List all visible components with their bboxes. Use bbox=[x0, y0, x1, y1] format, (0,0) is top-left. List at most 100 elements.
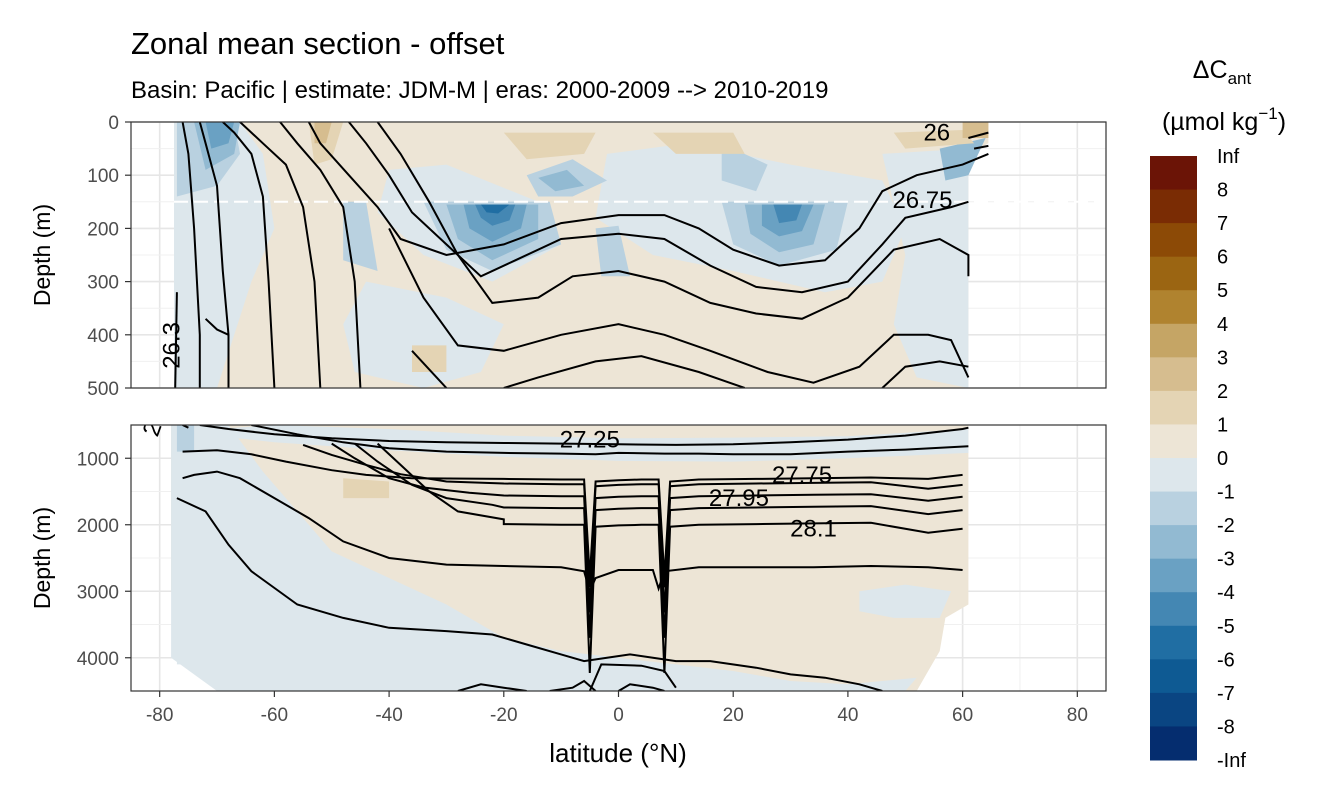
anomaly-region bbox=[721, 143, 768, 192]
density-contour bbox=[176, 497, 883, 691]
x-tick-label: 60 bbox=[952, 705, 973, 726]
anomaly-region bbox=[171, 425, 917, 691]
density-contour bbox=[973, 144, 989, 150]
x-tick-label: -60 bbox=[261, 705, 288, 726]
density-contour bbox=[331, 442, 963, 613]
x-tick-label: 0 bbox=[613, 705, 624, 726]
legend-color-key bbox=[1150, 726, 1197, 761]
legend-break-label: 1 bbox=[1217, 414, 1228, 436]
density-contour bbox=[617, 683, 665, 691]
legend-break-label: 5 bbox=[1217, 280, 1228, 302]
density-contour bbox=[198, 122, 230, 388]
legend-title-line1: ΔCant bbox=[1193, 56, 1252, 88]
legend-color-key bbox=[1150, 692, 1197, 727]
y-tick-label: 2000 bbox=[77, 516, 119, 537]
legend-color-key bbox=[1150, 592, 1197, 627]
legend-break-label: 3 bbox=[1217, 347, 1228, 369]
legend-color-key bbox=[1150, 390, 1197, 425]
anomaly-region bbox=[893, 130, 975, 149]
y-tick-label: 4000 bbox=[77, 649, 119, 670]
legend-color-key bbox=[1150, 558, 1197, 593]
y-tick-label: 100 bbox=[87, 166, 119, 187]
legend-break-label: -4 bbox=[1217, 582, 1235, 604]
density-contour bbox=[307, 122, 989, 267]
density-contour bbox=[181, 122, 201, 388]
legend-unit-close: ) bbox=[1278, 108, 1286, 136]
y-tick-label: 500 bbox=[87, 379, 119, 400]
panel-upper-density-contours: 26 26.75 26.3 bbox=[159, 122, 989, 388]
legend-color-key bbox=[1150, 189, 1197, 224]
y-tick-label: 400 bbox=[87, 326, 119, 347]
anomaly-region bbox=[480, 204, 510, 214]
panel-upper-border bbox=[130, 121, 1107, 389]
density-contour bbox=[182, 470, 963, 595]
chart-title: Zonal mean section - offset bbox=[131, 26, 505, 61]
panel-lower-anomaly-fill bbox=[171, 425, 969, 691]
legend-break-label: 0 bbox=[1217, 448, 1228, 470]
y-axis-lower: 1000 2000 3000 4000 bbox=[77, 449, 131, 670]
x-tick-label: 20 bbox=[723, 705, 744, 726]
x-tick-label: -80 bbox=[146, 705, 173, 726]
panel-upper: 26 26.75 26.3 bbox=[130, 121, 1107, 389]
density-contour bbox=[549, 679, 597, 691]
y-tick-label: 300 bbox=[87, 273, 119, 294]
anomaly-region bbox=[176, 425, 195, 452]
chart-subtitle: Basin: Pacific | estimate: JDM-M | eras:… bbox=[131, 77, 828, 104]
legend-colorbar bbox=[1150, 156, 1197, 761]
density-contour bbox=[302, 443, 963, 588]
contour-label: 27.25 bbox=[560, 427, 620, 454]
legend-color-key bbox=[1150, 156, 1197, 191]
x-tick-label: -20 bbox=[490, 705, 517, 726]
legend-break-label: -1 bbox=[1217, 482, 1235, 504]
anomaly-region bbox=[503, 132, 596, 160]
contour-label: 28.1 bbox=[790, 516, 837, 543]
anomaly-region bbox=[652, 132, 745, 154]
density-contour bbox=[376, 122, 970, 320]
legend-color-key bbox=[1150, 659, 1197, 694]
y-tick-label: 200 bbox=[87, 219, 119, 240]
density-contour bbox=[457, 683, 527, 691]
legend-color-key bbox=[1150, 323, 1197, 358]
x-tick-label: -40 bbox=[375, 705, 402, 726]
legend-color-key bbox=[1150, 290, 1197, 325]
y-tick-label: 3000 bbox=[77, 582, 119, 603]
panel-upper-anomaly-fill bbox=[174, 122, 1106, 388]
legend-color-key bbox=[1150, 525, 1197, 560]
legend-title-main: ΔC bbox=[1193, 56, 1228, 84]
contour-label: 27.75 bbox=[772, 462, 832, 489]
anomaly-region bbox=[205, 122, 235, 149]
x-axis-title: latitude (°N) bbox=[549, 738, 687, 768]
anomaly-region bbox=[595, 225, 630, 277]
density-contour bbox=[411, 350, 448, 388]
legend-break-label: -8 bbox=[1217, 716, 1235, 738]
anomaly-region bbox=[538, 169, 585, 192]
density-contour bbox=[182, 449, 963, 578]
legend-break-label: -2 bbox=[1217, 515, 1235, 537]
anomaly-region bbox=[343, 478, 390, 499]
contour-label: 27.95 bbox=[709, 485, 769, 512]
legend-color-key bbox=[1150, 256, 1197, 291]
contour-label: 26.75 bbox=[892, 187, 952, 214]
anomaly-region bbox=[343, 281, 504, 388]
density-contour bbox=[279, 122, 362, 388]
legend: ΔCant (µmol kg−1) Inf 8 7 6 5 4 3 2 1 0 -1 -2 -3 -4 -5… bbox=[1150, 56, 1286, 772]
density-contour bbox=[588, 663, 677, 691]
legend-color-key bbox=[1150, 458, 1197, 493]
anomaly-region bbox=[343, 201, 378, 271]
density-contour bbox=[174, 292, 178, 388]
density-contour bbox=[239, 122, 322, 388]
x-tick-label: 80 bbox=[1067, 705, 1088, 726]
y-axis-title-upper: Depth (m) bbox=[29, 204, 55, 306]
legend-break-labels: Inf 8 7 6 5 4 3 2 1 0 -1 -2 -3 -4 -5 -6 -7 -8 -Inf bbox=[1217, 146, 1246, 772]
legend-break-label: -7 bbox=[1217, 683, 1235, 705]
y-tick-label: 0 bbox=[108, 113, 119, 134]
density-contour bbox=[503, 355, 746, 388]
anomaly-region bbox=[773, 204, 802, 224]
density-contour bbox=[251, 425, 969, 456]
legend-break-label: Inf bbox=[1217, 146, 1240, 168]
y-tick-label: 1000 bbox=[77, 449, 119, 470]
